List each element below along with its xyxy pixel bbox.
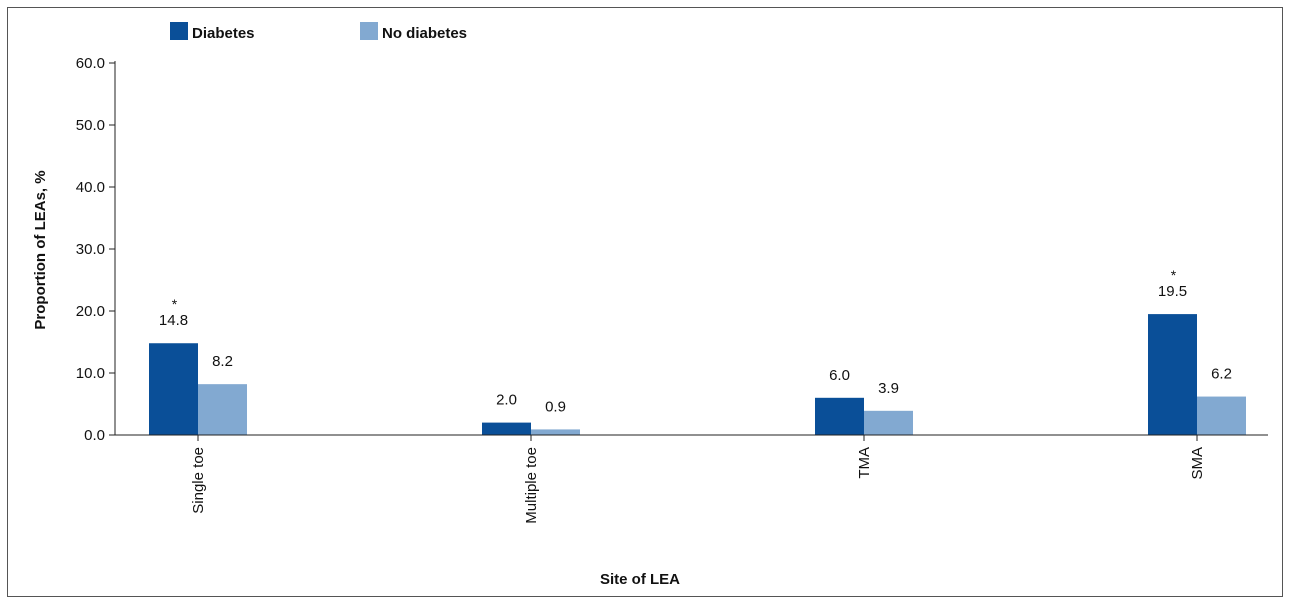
y-axis: 0.0 10.0 20.0 30.0 40.0 50.0 60.0 <box>76 55 116 444</box>
legend-swatch-no-diabetes <box>360 22 378 40</box>
data-label-diabetes-multiple-toe: 2.0 <box>496 392 517 409</box>
bars <box>149 314 1246 435</box>
y-tick-label: 50.0 <box>76 117 105 134</box>
x-tick-label-single-toe: Single toe <box>190 447 207 514</box>
legend-label-diabetes: Diabetes <box>192 25 255 42</box>
x-tick-label-sma: SMA <box>1189 447 1206 480</box>
y-tick-label: 30.0 <box>76 241 105 258</box>
data-labels: 14.8*8.22.00.96.03.919.5*6.227.6*14.71.7… <box>159 267 1232 415</box>
bar-diabetes-single-toe <box>149 343 198 435</box>
y-tick-label: 10.0 <box>76 365 105 382</box>
data-label-no-diabetes-single-toe: 8.2 <box>212 353 233 370</box>
data-label-diabetes-single-toe: 14.8 <box>159 312 188 329</box>
x-tick-label-tma: TMA <box>856 447 873 479</box>
bar-diabetes-multiple-toe <box>482 422 531 435</box>
legend-swatch-diabetes <box>170 22 188 40</box>
bar-diabetes-tma <box>815 397 864 435</box>
y-tick-label: 40.0 <box>76 179 105 196</box>
data-label-no-diabetes-sma: 6.2 <box>1211 366 1232 383</box>
y-tick-label: 0.0 <box>84 427 105 444</box>
bar-no-diabetes-sma <box>1197 396 1246 435</box>
bar-no-diabetes-single-toe <box>198 384 247 435</box>
y-axis-title: Proportion of LEAs, % <box>32 170 49 329</box>
data-label-no-diabetes-multiple-toe: 0.9 <box>545 398 566 415</box>
y-tick-label: 20.0 <box>76 303 105 320</box>
significance-marker: * <box>172 296 178 312</box>
legend-label-no-diabetes: No diabetes <box>382 25 467 42</box>
x-tick-label-multiple-toe: Multiple toe <box>523 447 540 524</box>
bar-no-diabetes-multiple-toe <box>531 429 580 435</box>
significance-marker: * <box>1171 267 1177 283</box>
x-axis-title: Site of LEA <box>600 571 680 587</box>
data-label-diabetes-tma: 6.0 <box>829 367 850 384</box>
data-label-diabetes-sma: 19.5 <box>1158 283 1187 300</box>
bar-diabetes-sma <box>1148 314 1197 435</box>
legend: Diabetes No diabetes <box>170 22 467 42</box>
bar-no-diabetes-tma <box>864 410 913 435</box>
data-label-no-diabetes-tma: 3.9 <box>878 380 899 397</box>
y-tick-label: 60.0 <box>76 55 105 72</box>
